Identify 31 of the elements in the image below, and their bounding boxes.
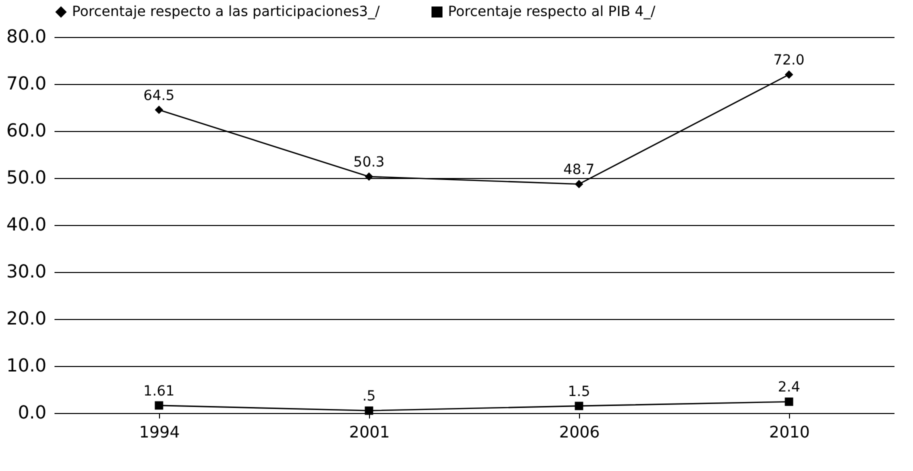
x-tick-label: 2010 <box>769 422 810 442</box>
data-label: 50.3 <box>353 154 385 171</box>
y-tick-label: 10.0 <box>6 356 46 376</box>
y-tick-label: 30.0 <box>6 262 46 282</box>
data-label: 2.4 <box>778 380 800 396</box>
point <box>784 70 794 79</box>
data-label: 64.5 <box>143 88 175 104</box>
y-tick-label: 0.0 <box>18 402 46 424</box>
point <box>364 172 374 181</box>
point <box>154 106 164 114</box>
point <box>574 180 584 188</box>
y-tick-label: 40.0 <box>6 214 46 236</box>
y-tick-label: 20.0 <box>6 308 46 330</box>
data-label: 1.5 <box>568 384 590 400</box>
data-label: 72.0 <box>773 52 805 69</box>
point <box>574 402 584 410</box>
point <box>364 406 374 415</box>
x-tick-label: 2006 <box>559 422 600 442</box>
legend-label: Porcentaje respecto al PIB 4_/ <box>448 4 656 20</box>
data-label: 48.7 <box>563 162 595 178</box>
y-tick-label: 50.0 <box>6 168 46 188</box>
x-tick-label: 1994 <box>139 422 180 442</box>
point <box>154 401 164 410</box>
data-label: .5 <box>362 388 376 405</box>
legend-label: Porcentaje respecto a las participaciones3_/ <box>72 4 380 20</box>
y-tick-label: 60.0 <box>6 120 46 142</box>
y-tick-label: 80.0 <box>6 26 46 48</box>
data-label: 1.61 <box>143 383 175 400</box>
y-tick-label: 70.0 <box>6 74 46 94</box>
x-tick-label: 2001 <box>349 422 390 442</box>
point <box>784 398 794 406</box>
